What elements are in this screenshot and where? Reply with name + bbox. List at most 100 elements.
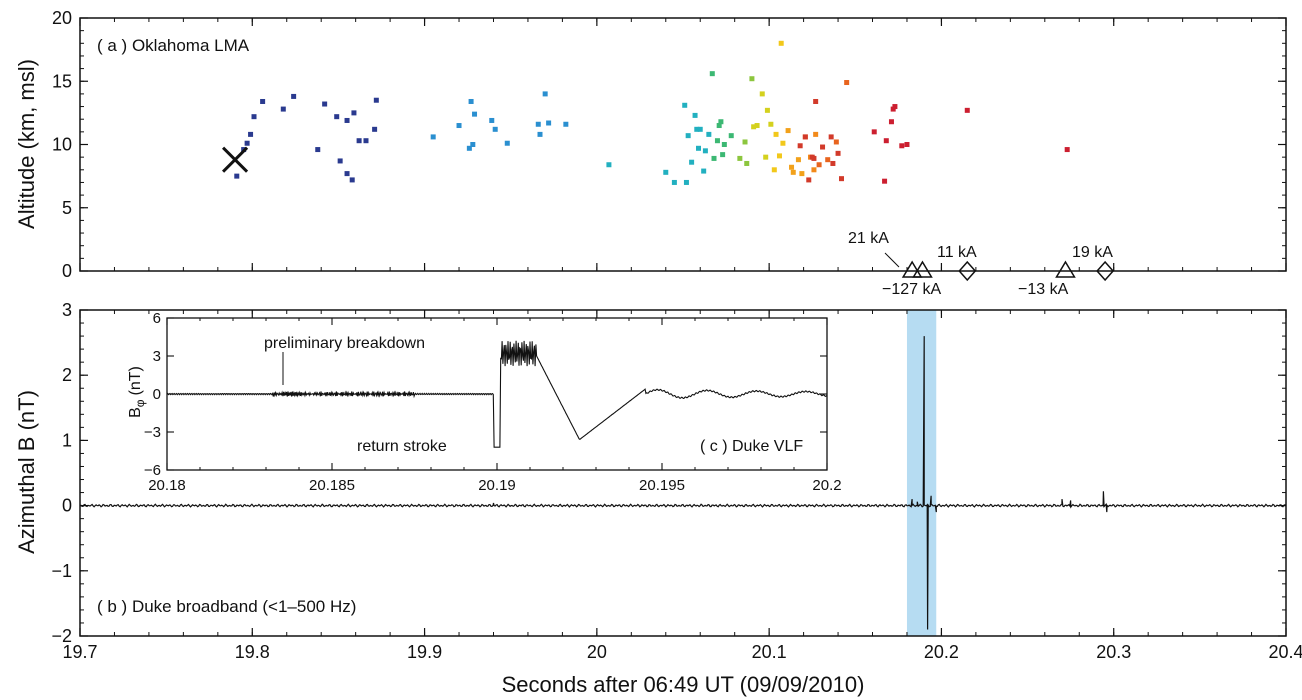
nldn-event-markers: [901, 260, 1115, 282]
lma-point: [363, 138, 369, 144]
y-tick-label: 2: [62, 365, 72, 385]
diamond-event: [958, 260, 977, 282]
lma-point: [809, 154, 815, 160]
lma-point: [373, 97, 379, 103]
lma-point: [844, 80, 850, 86]
lma-point: [1064, 147, 1070, 153]
lma-point: [356, 138, 362, 144]
lma-point: [811, 167, 817, 173]
lma-point: [720, 152, 726, 158]
y-tick-label: 0: [62, 261, 72, 281]
y-tick-label: 15: [52, 71, 72, 91]
lma-point: [456, 123, 462, 129]
lma-point: [763, 154, 769, 160]
y-tick-label: 6: [153, 310, 161, 327]
lma-point: [546, 120, 552, 126]
lma-point: [751, 124, 757, 130]
lma-point: [492, 126, 498, 132]
lma-point: [825, 157, 831, 163]
lma-point: [882, 178, 888, 184]
triangle-event: [901, 260, 923, 278]
lma-point: [828, 134, 834, 140]
lma-point: [685, 133, 691, 139]
lma-point: [742, 139, 748, 145]
y-tick-label: 5: [62, 198, 72, 218]
lma-point: [780, 140, 786, 146]
lma-point: [714, 138, 720, 144]
annotation-19ka: 19 kA: [1072, 244, 1113, 261]
lma-source-points: [234, 40, 1070, 185]
y-tick-label: 0: [62, 496, 72, 516]
lma-point: [468, 98, 474, 104]
lma-point: [835, 150, 841, 156]
lma-point: [563, 121, 569, 127]
x-tick-label: 20.18: [148, 477, 186, 494]
lma-point: [251, 114, 257, 120]
annotation-neg127ka: −127 kA: [882, 281, 941, 298]
lma-point: [839, 176, 845, 182]
lma-point: [771, 167, 777, 173]
annotation-21ka: 21 kA: [848, 230, 889, 247]
lma-point: [749, 76, 755, 82]
lma-point: [888, 119, 894, 125]
y-tick-label: −1: [51, 561, 72, 581]
lma-point: [721, 142, 727, 147]
lma-point: [871, 129, 877, 135]
x-tick-label: 20.4: [1268, 642, 1302, 662]
y-tick-label: 20: [52, 8, 72, 28]
annotation-neg13ka: −13 kA: [1018, 281, 1069, 298]
lma-point: [701, 168, 707, 174]
initiation-x-marker: [221, 146, 249, 173]
lma-point: [489, 117, 495, 123]
x-tick-label: 20.1: [752, 642, 787, 662]
lma-point: [883, 138, 889, 144]
lma-point: [694, 126, 700, 132]
y-tick-label: 3: [62, 300, 72, 320]
lma-point: [833, 139, 839, 145]
panel-b-y-ticks: −2 −1 0 1 2 3: [51, 300, 1286, 646]
y-tick-label: −2: [51, 626, 72, 646]
vlf-trace: [166, 340, 828, 448]
lma-point: [349, 177, 355, 183]
lma-point: [773, 131, 779, 137]
panel-a-altitude: 0 5 10 15 20 ( a ) Oklahoma LMA Altitude (km…: [14, 8, 1287, 298]
inset-y-ticks: 6 3 0 −3 −6: [144, 310, 827, 479]
lma-point: [813, 98, 819, 104]
lma-point: [280, 106, 286, 112]
lma-point: [671, 179, 677, 185]
y-tick-label: −6: [144, 462, 161, 479]
lma-point: [248, 131, 254, 137]
lma-point: [802, 134, 808, 140]
lma-point: [706, 131, 712, 137]
lma-point: [472, 111, 478, 117]
lma-point: [344, 171, 350, 177]
x-tick-label: 19.7: [62, 642, 97, 662]
lma-point: [790, 169, 796, 175]
lma-point: [692, 112, 698, 118]
x-tick-label: 20.2: [812, 477, 841, 494]
panel-a-y-ticks: 0 5 10 15 20: [52, 8, 1286, 281]
lma-point: [768, 121, 774, 127]
lma-point: [830, 160, 836, 166]
lma-point: [606, 162, 612, 168]
lma-point: [797, 143, 803, 149]
lma-point: [234, 173, 240, 179]
lma-point: [470, 142, 476, 147]
annotation-preliminary-breakdown: preliminary breakdown: [264, 335, 425, 352]
lma-point: [702, 148, 708, 154]
inset-x-ticks: 20.18 20.185 20.19 20.195 20.2: [148, 318, 842, 494]
panel-b-y-axis-label: Azimuthal B (nT): [14, 390, 39, 554]
lma-point: [334, 114, 340, 120]
lma-point: [813, 131, 819, 137]
lma-point: [899, 143, 905, 149]
broadband-trace: [79, 336, 1287, 630]
panel-a-frame: [79, 17, 1287, 272]
x-tick-label: 20.3: [1096, 642, 1131, 662]
x-axis-label: Seconds after 06:49 UT (09/09/2010): [502, 672, 865, 697]
x-tick-label: 20: [587, 642, 607, 662]
lma-point: [964, 107, 970, 113]
lma-point: [683, 179, 689, 185]
x-tick-label: 20.19: [478, 477, 516, 494]
x-tick-label: 20.185: [309, 477, 355, 494]
lma-point: [904, 142, 910, 147]
